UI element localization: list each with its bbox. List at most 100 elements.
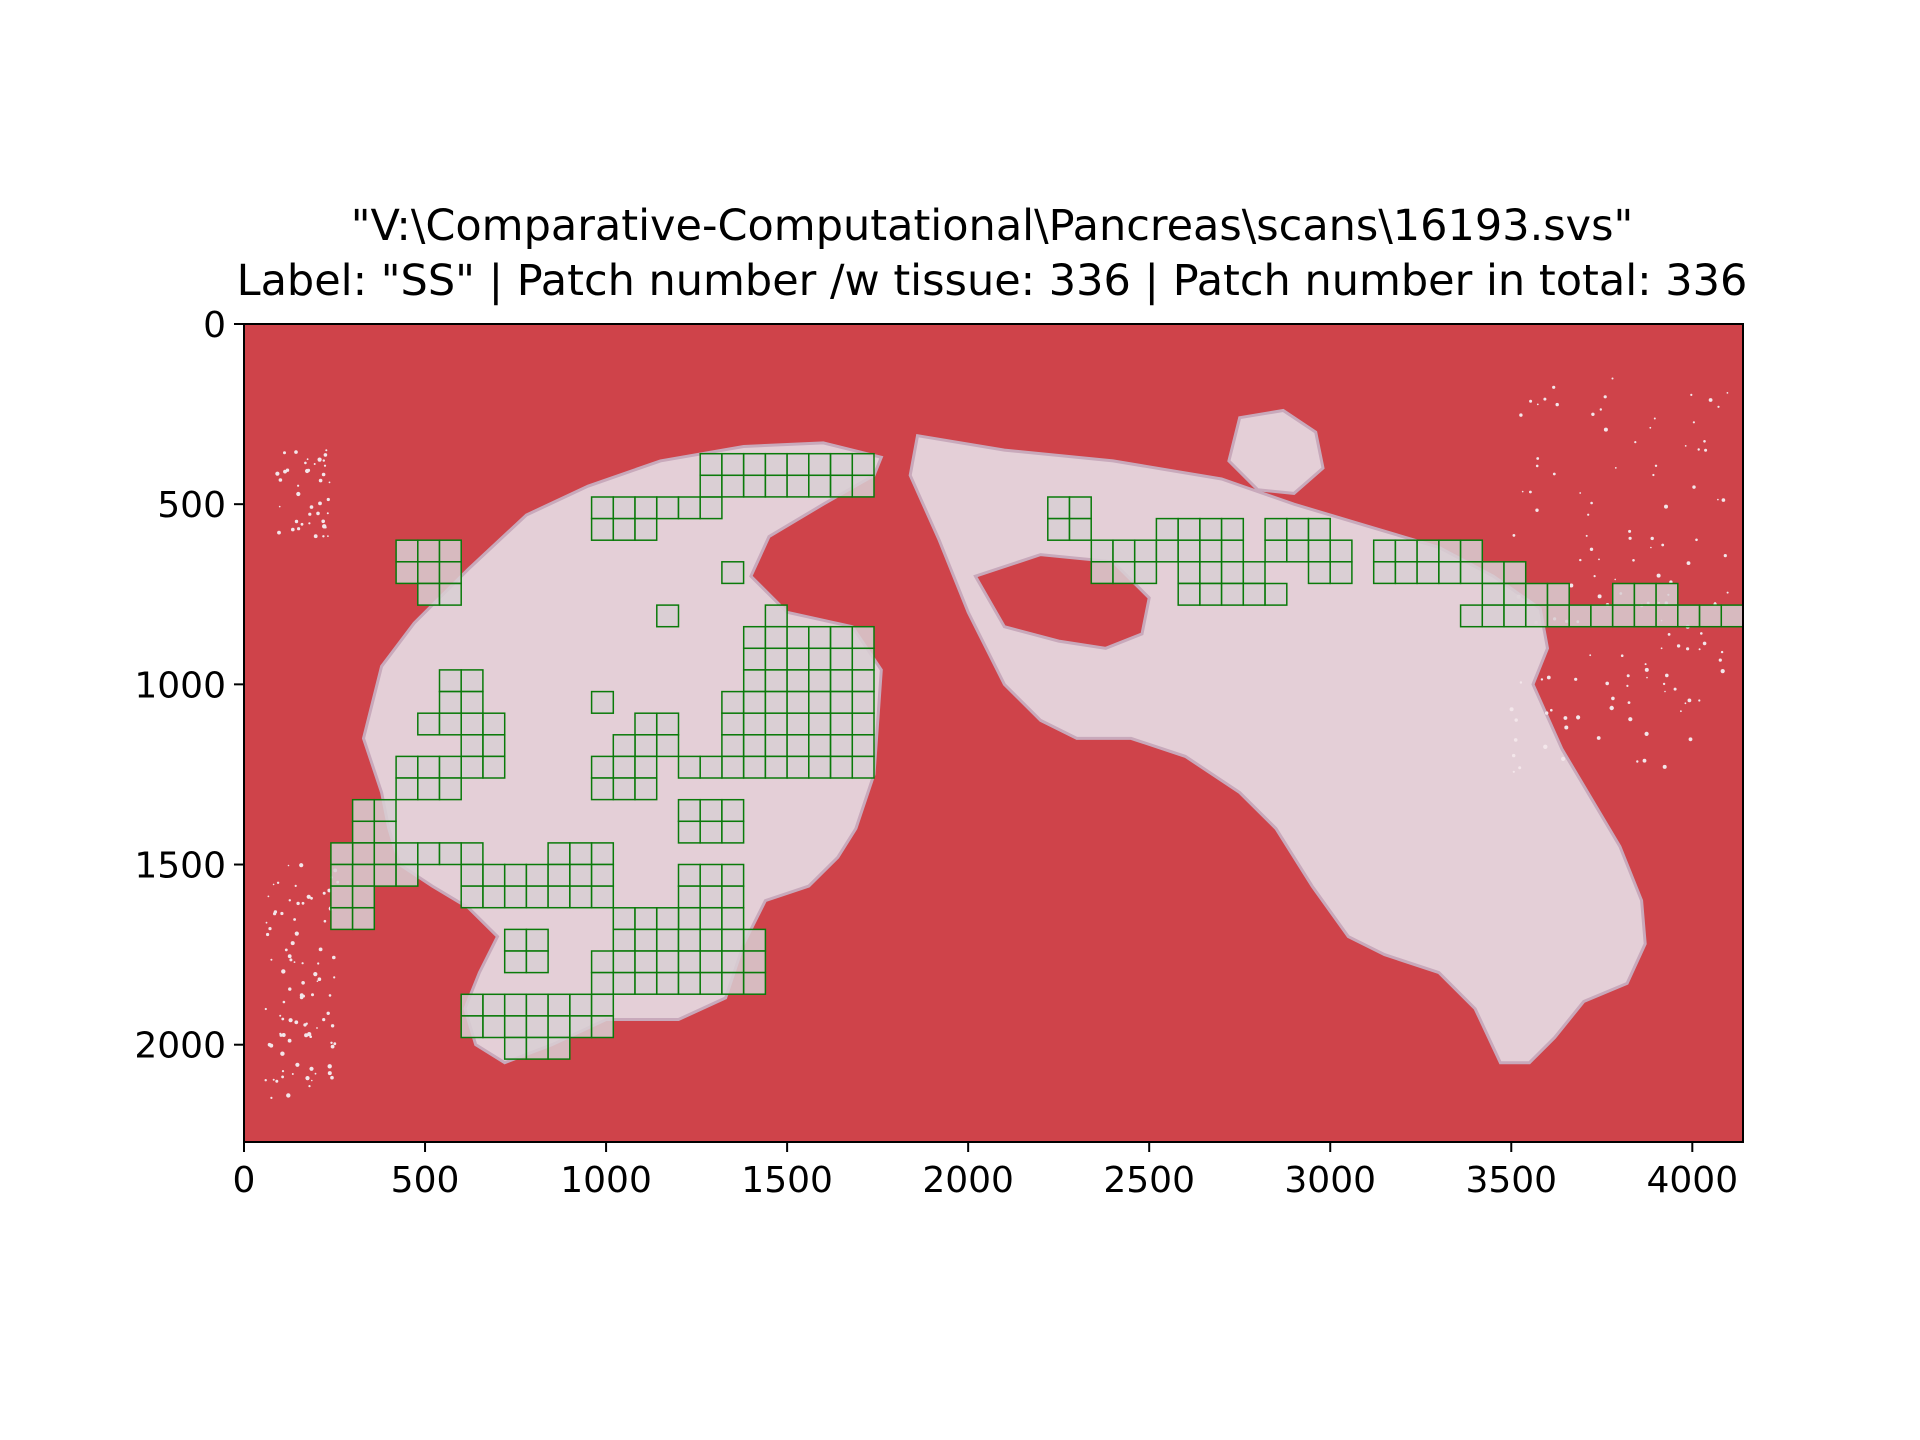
tissue-speck	[1546, 675, 1551, 680]
tissue-speck	[277, 530, 281, 535]
tissue-patch	[590, 496, 615, 520]
tissue-patch	[677, 820, 701, 844]
tissue-patch	[699, 452, 723, 477]
tissue-speck	[1519, 413, 1523, 417]
tissue-patch	[1068, 496, 1092, 520]
tissue-speck	[267, 895, 270, 898]
tissue-patch	[699, 820, 723, 844]
tissue-patch	[1481, 582, 1505, 606]
tissue-patch	[851, 474, 875, 498]
tissue-patch	[677, 928, 701, 952]
tissue-patch	[1895, 562, 1917, 584]
tissue-patch	[482, 755, 506, 779]
tissue-speck	[316, 1027, 318, 1029]
tissue-speck	[288, 1018, 293, 1023]
tissue-speck	[1656, 573, 1661, 578]
tissue-patch	[1090, 561, 1114, 585]
tissue-speck	[1686, 561, 1691, 565]
tissue-speck	[1687, 698, 1692, 703]
tissue-patch	[1873, 540, 1895, 562]
patch-grid	[330, 452, 1917, 1060]
tissue-speck	[318, 478, 323, 483]
tissue-speck	[308, 512, 312, 516]
tissue-speck	[317, 977, 322, 981]
tissue-patch	[829, 734, 854, 758]
tissue-speck	[1686, 647, 1690, 651]
tissue-speck	[1723, 554, 1727, 558]
tissue-patch	[351, 863, 376, 887]
tissue-speck	[313, 463, 316, 465]
tissue-patch	[1394, 539, 1418, 563]
tissue-patch	[569, 863, 593, 887]
tissue-patch	[590, 993, 615, 1017]
tissue-patch	[460, 842, 484, 866]
tissue-patch	[612, 928, 636, 952]
tissue-speck	[1603, 395, 1607, 399]
tissue-speck	[287, 864, 290, 867]
y-tick-label: 1000	[134, 665, 226, 706]
tissue-patch	[460, 755, 484, 779]
tissue-patch	[1568, 604, 1592, 628]
tissue-patch	[1068, 517, 1092, 541]
tissue-speck	[1626, 684, 1629, 688]
tissue-patch	[1133, 539, 1158, 563]
tissue-patch	[373, 820, 397, 844]
tissue-patch	[417, 777, 441, 801]
tissue-patch	[721, 820, 745, 844]
tissue-patch	[742, 950, 767, 974]
tissue-speck	[1603, 427, 1608, 432]
tissue-patch	[590, 863, 615, 887]
tissue-patch	[1503, 604, 1527, 628]
tissue-speck	[279, 1014, 282, 1017]
tissue-patch	[1199, 517, 1223, 541]
tissue-patch	[482, 734, 506, 758]
tissue-speck	[330, 1044, 335, 1049]
tissue-patch	[1199, 582, 1223, 606]
tissue-speck	[1673, 687, 1677, 691]
tissue-patch	[503, 863, 528, 887]
tissue-patch	[417, 539, 441, 563]
tissue-patch	[1546, 582, 1570, 606]
tissue-patch	[460, 1015, 484, 1039]
tissue-speck	[1697, 448, 1700, 451]
tissue-patch	[1220, 539, 1245, 563]
tissue-patch	[482, 885, 506, 909]
tissue-speck	[314, 1072, 317, 1075]
tissue-patch	[395, 539, 419, 563]
tissue-patch	[330, 842, 354, 866]
tissue-speck	[269, 1043, 274, 1048]
tissue-speck	[1614, 467, 1617, 469]
tissue-speck	[1585, 534, 1588, 537]
tissue-speck	[317, 962, 320, 965]
tissue-patch	[351, 885, 376, 909]
tissue-speck	[1550, 708, 1553, 712]
y-tick-label: 1500	[134, 846, 226, 887]
tissue-patch	[1090, 539, 1114, 563]
tissue-patch	[764, 647, 788, 671]
tissue-speck	[1698, 648, 1701, 651]
tissue-patch	[525, 1015, 549, 1039]
tissue-speck	[1664, 690, 1666, 693]
tissue-patch	[786, 452, 810, 477]
tissue-speck	[1596, 736, 1601, 740]
tissue-patch	[503, 993, 528, 1017]
tissue-speck	[282, 1000, 286, 1004]
tissue-speck	[264, 1007, 267, 1011]
tissue-speck	[309, 1035, 313, 1038]
tissue-patch	[460, 863, 484, 887]
tissue-speck	[1609, 705, 1614, 711]
tissue-speck	[309, 1066, 314, 1071]
tissue-patch	[1155, 539, 1179, 563]
tissue-patch	[721, 712, 745, 736]
tissue-patch	[1503, 561, 1527, 585]
tissue-patch	[634, 907, 658, 931]
tissue-speck	[1684, 702, 1687, 705]
tissue-speck	[1660, 647, 1663, 650]
tissue-patch	[417, 842, 441, 866]
tissue-speck	[1599, 408, 1603, 411]
tissue-patch	[503, 928, 528, 952]
tissue-speck	[1650, 536, 1654, 541]
x-tick-label: 0	[233, 1160, 256, 1201]
tissue-speck	[1653, 417, 1656, 420]
tissue-patch	[1220, 517, 1245, 541]
